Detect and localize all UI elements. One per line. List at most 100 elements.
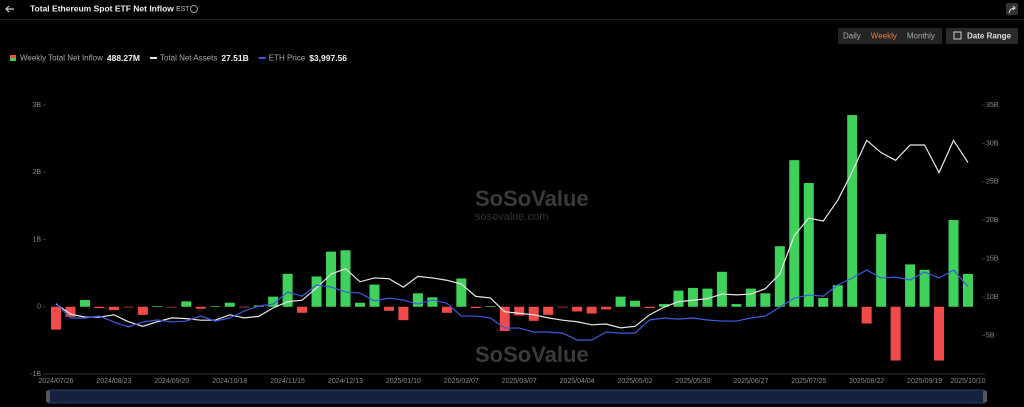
- bar: [528, 306, 539, 321]
- x-tick-label: 2025/08/22: [849, 378, 884, 385]
- bar: [441, 306, 452, 313]
- x-tick-label: 2024/12/13: [328, 378, 363, 385]
- bar: [239, 306, 250, 308]
- bar: [586, 306, 597, 314]
- bar: [731, 304, 742, 307]
- bar: [789, 160, 800, 307]
- bar: [398, 306, 409, 321]
- bar: [51, 306, 61, 330]
- y2-tick-label: 5B: [986, 332, 995, 339]
- bar: [297, 306, 308, 313]
- bar: [224, 302, 235, 307]
- bar: [210, 306, 221, 307]
- bar: [644, 306, 655, 309]
- bar: [818, 298, 829, 307]
- bar: [890, 306, 901, 361]
- watermark: SoSoValue: [475, 186, 589, 211]
- bar: [355, 302, 365, 307]
- bar: [369, 284, 380, 307]
- y-tick-label: -1B: [30, 371, 41, 378]
- date-range-button[interactable]: [946, 28, 1018, 44]
- x-tick-label: 2025/07/25: [791, 378, 826, 385]
- bar: [65, 306, 76, 317]
- info-icon[interactable]: [190, 5, 198, 13]
- bar: [905, 264, 916, 307]
- bar: [760, 293, 771, 307]
- y2-tick-label: 25B: [986, 179, 999, 186]
- x-tick-label: 2024/11/15: [270, 378, 305, 385]
- legend-name: Weekly Total Net Inflow: [20, 54, 103, 63]
- line: [55, 269, 969, 341]
- x-tick-label: 2024/09/20: [154, 378, 189, 385]
- bar: [195, 306, 206, 309]
- bar: [79, 300, 90, 307]
- x-tick-label: 2024/08/23: [96, 378, 131, 385]
- y2-tick-label: 20B: [986, 217, 999, 224]
- legend-name: Total Net Assets: [160, 54, 217, 63]
- watermark: SoSoValue: [475, 342, 589, 367]
- bar: [745, 288, 756, 307]
- y2-tick-label: 15B: [986, 256, 999, 263]
- bar: [326, 251, 337, 307]
- bar: [659, 304, 669, 307]
- y2-tick-label: 35B: [986, 102, 999, 109]
- navigator[interactable]: [47, 389, 986, 404]
- bar: [123, 306, 134, 308]
- bar: [311, 276, 322, 307]
- x-tick-label: 2025/10/10: [950, 378, 985, 385]
- bar: [832, 285, 843, 307]
- period-button[interactable]: Weekly: [871, 32, 897, 41]
- bar: [499, 306, 510, 331]
- back-button[interactable]: [5, 5, 14, 13]
- bar: [383, 306, 394, 311]
- bar: [601, 306, 612, 310]
- bar: [702, 288, 713, 307]
- x-tick-label: 2025/06/27: [733, 378, 768, 385]
- bar: [427, 297, 438, 307]
- bar: [716, 271, 727, 307]
- period-button[interactable]: Monthly: [907, 32, 935, 41]
- y-tick-label: 2B: [32, 169, 41, 176]
- bar: [876, 234, 887, 307]
- period-group: [838, 28, 942, 44]
- bar: [514, 306, 525, 316]
- x-tick-label: 2025/09/19: [907, 378, 942, 385]
- bar: [456, 278, 467, 307]
- x-tick-label: 2025/05/30: [675, 378, 710, 385]
- bar: [340, 250, 351, 307]
- legend-swatch: [10, 58, 16, 61]
- y2-tick-label: 10B: [986, 294, 999, 301]
- line: [55, 139, 969, 329]
- y-tick-label: 1B: [32, 236, 41, 243]
- bar: [137, 306, 148, 315]
- period-button[interactable]: Daily: [843, 32, 861, 41]
- bar: [181, 301, 192, 307]
- bar: [934, 306, 945, 361]
- bar: [572, 306, 583, 312]
- x-tick-label: 2024/10/18: [212, 378, 247, 385]
- bar: [412, 293, 423, 307]
- share-icon: [1008, 5, 1016, 14]
- bar: [268, 296, 279, 307]
- x-tick-label: 2025/05/02: [618, 378, 653, 385]
- y2-tick-label: 30B: [986, 140, 999, 147]
- bar: [687, 287, 698, 307]
- bar: [152, 306, 163, 307]
- navigator-handle[interactable]: [46, 391, 50, 402]
- y-tick-label: 0: [37, 304, 41, 311]
- navigator-handle[interactable]: [983, 391, 987, 402]
- bar: [485, 306, 496, 307]
- bar: [108, 306, 119, 311]
- bar: [774, 246, 785, 307]
- chart-title: Total Ethereum Spot ETF Net Inflow: [30, 3, 174, 13]
- bar: [630, 300, 641, 307]
- watermark-url: sosovalue.com: [475, 211, 548, 223]
- x-tick-label: 2025/01/10: [386, 378, 421, 385]
- bar: [166, 306, 177, 308]
- bar: [861, 306, 872, 324]
- bar: [94, 306, 105, 309]
- x-tick-label: 2025/02/07: [444, 378, 479, 385]
- bar: [673, 290, 684, 307]
- timezone: EST: [176, 6, 190, 13]
- bar: [847, 115, 858, 307]
